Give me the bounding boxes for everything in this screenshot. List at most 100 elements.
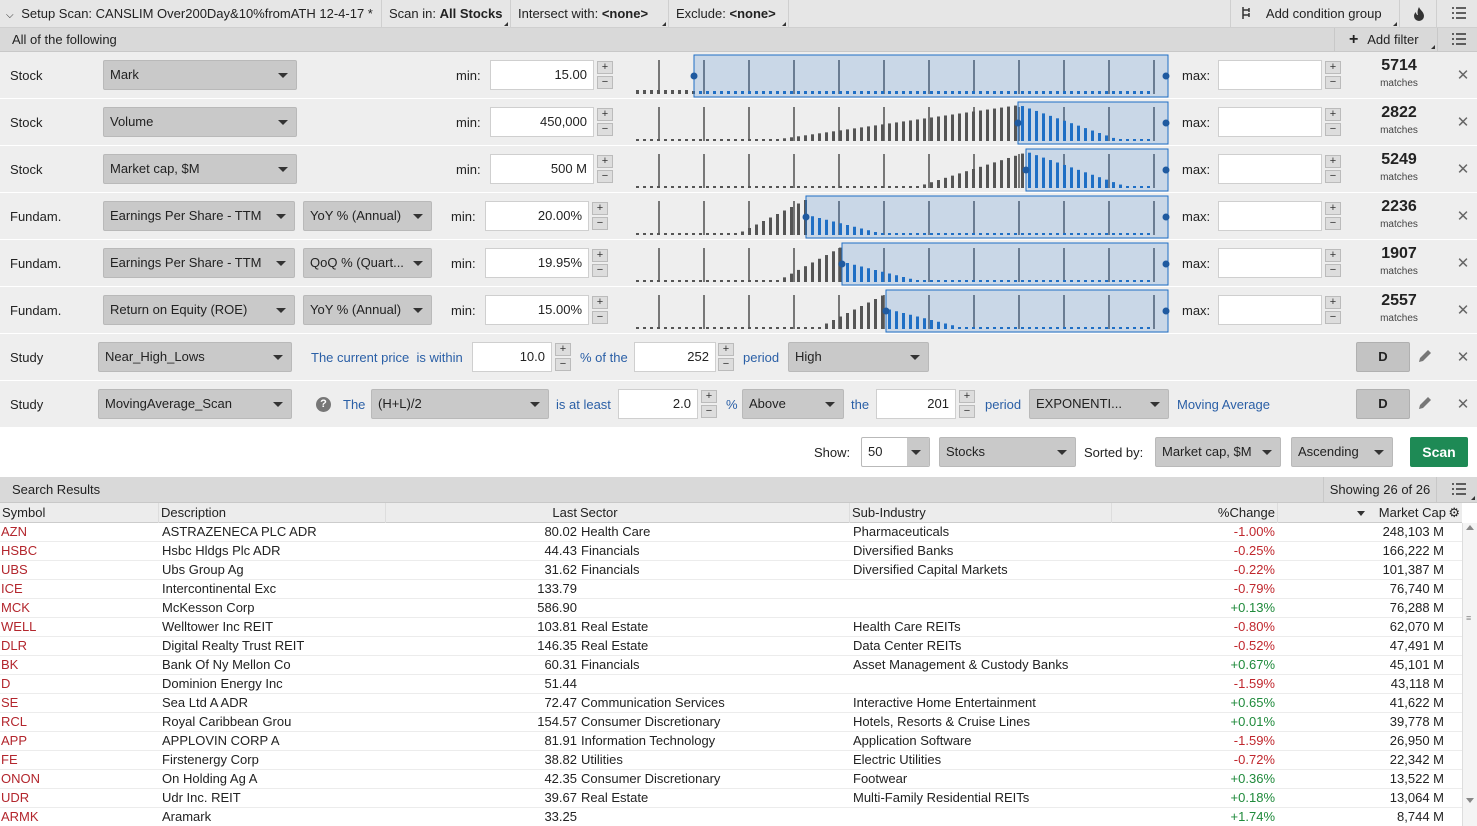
- ma-type-dropdown[interactable]: EXPONENTI...: [1029, 389, 1169, 419]
- max-stepper[interactable]: + −: [1325, 61, 1343, 91]
- close-icon[interactable]: ✕: [1456, 67, 1470, 84]
- direction-dropdown[interactable]: Above: [742, 389, 844, 419]
- range-histogram[interactable]: [628, 101, 1170, 145]
- min-stepper[interactable]: + −: [592, 296, 610, 326]
- period-stepper[interactable]: + −: [718, 343, 736, 373]
- table-row[interactable]: RCL Royal Caribbean Grou 154.57 Consumer Di…: [0, 713, 1462, 732]
- filter-field-dropdown[interactable]: Earnings Per Share - TTM: [103, 248, 295, 278]
- cell-symbol[interactable]: SE: [1, 695, 19, 710]
- minus-icon[interactable]: −: [597, 170, 613, 183]
- cell-symbol[interactable]: D: [1, 676, 11, 691]
- min-stepper[interactable]: + −: [597, 108, 615, 138]
- close-icon[interactable]: ✕: [1456, 396, 1470, 413]
- close-icon[interactable]: ✕: [1456, 161, 1470, 178]
- column-header-sector[interactable]: Sector: [578, 503, 850, 523]
- cell-symbol[interactable]: ICE: [1, 581, 23, 596]
- min-input[interactable]: 15.00: [490, 60, 594, 90]
- sort-order-dropdown[interactable]: Ascending: [1291, 437, 1393, 467]
- table-row[interactable]: ARMK Aramark 33.25 +1.74% 8,744 M: [0, 808, 1462, 826]
- minus-icon[interactable]: −: [1325, 217, 1341, 230]
- column-header-subindustry[interactable]: Sub-Industry: [850, 503, 1112, 523]
- close-icon[interactable]: ✕: [1456, 349, 1470, 366]
- study-field-dropdown[interactable]: Near_High_Lows: [98, 342, 292, 372]
- table-row[interactable]: UDR Udr Inc. REIT 39.67 Real Estate Multi-Fa…: [0, 789, 1462, 808]
- min-stepper[interactable]: + −: [592, 202, 610, 232]
- filter-modifier-dropdown[interactable]: QoQ % (Quart...: [303, 248, 432, 278]
- minus-icon[interactable]: −: [701, 405, 717, 418]
- vertical-scrollbar[interactable]: ≡: [1462, 523, 1477, 826]
- plus-icon[interactable]: +: [592, 296, 608, 309]
- toolbar-menu-button[interactable]: [1440, 0, 1477, 28]
- minus-icon[interactable]: −: [1325, 76, 1341, 89]
- minus-icon[interactable]: −: [1325, 123, 1341, 136]
- scroll-grip-icon[interactable]: ≡: [1466, 613, 1472, 623]
- show-count-dropdown[interactable]: 50: [861, 437, 930, 467]
- column-header-symbol[interactable]: Symbol: [0, 503, 159, 523]
- column-header-change[interactable]: %Change: [1112, 503, 1278, 523]
- intersect-selector[interactable]: Intersect with: <none>: [512, 0, 669, 28]
- minus-icon[interactable]: −: [597, 123, 613, 136]
- plus-icon[interactable]: +: [1325, 61, 1341, 74]
- study-field-dropdown[interactable]: MovingAverage_Scan: [98, 389, 292, 419]
- filter-field-dropdown[interactable]: Market cap, $M: [103, 154, 297, 184]
- range-histogram[interactable]: [628, 148, 1170, 192]
- range-histogram[interactable]: [628, 289, 1170, 333]
- scan-button[interactable]: Scan: [1410, 437, 1468, 467]
- table-row[interactable]: ICE Intercontinental Exc 133.79 -0.79% 76,74…: [0, 580, 1462, 599]
- pencil-icon[interactable]: [1417, 396, 1432, 411]
- percent-input[interactable]: 2.0: [618, 389, 698, 419]
- period-input[interactable]: 252: [634, 342, 716, 372]
- table-row[interactable]: D Dominion Energy Inc 51.44 -1.59% 43,118 M: [0, 675, 1462, 694]
- table-row[interactable]: HSBC Hsbc Hldgs Plc ADR 44.43 Financials Div…: [0, 542, 1462, 561]
- table-row[interactable]: ONON On Holding Ag A 42.35 Consumer Discret…: [0, 770, 1462, 789]
- cell-symbol[interactable]: APP: [1, 733, 28, 748]
- minus-icon[interactable]: −: [1325, 264, 1341, 277]
- cell-symbol[interactable]: BK: [1, 657, 19, 672]
- plus-icon[interactable]: +: [1325, 155, 1341, 168]
- table-row[interactable]: SE Sea Ltd A ADR 72.47 Communication Servic…: [0, 694, 1462, 713]
- cell-symbol[interactable]: HSBC: [1, 543, 38, 558]
- plus-icon[interactable]: +: [1325, 296, 1341, 309]
- cell-symbol[interactable]: WELL: [1, 619, 37, 634]
- results-menu-button[interactable]: [1440, 477, 1477, 502]
- cell-symbol[interactable]: UDR: [1, 790, 30, 805]
- cell-symbol[interactable]: AZN: [1, 524, 27, 539]
- pencil-icon[interactable]: [1417, 349, 1432, 364]
- filter-field-dropdown[interactable]: Volume: [103, 107, 297, 137]
- filter-field-dropdown[interactable]: Mark: [103, 60, 297, 90]
- help-icon[interactable]: ?: [316, 397, 331, 412]
- max-input[interactable]: [1218, 248, 1322, 278]
- max-input[interactable]: [1218, 107, 1322, 137]
- plus-icon[interactable]: +: [597, 61, 613, 74]
- max-stepper[interactable]: + −: [1325, 202, 1343, 232]
- min-input[interactable]: 15.00%: [485, 295, 589, 325]
- plus-icon[interactable]: +: [592, 202, 608, 215]
- scan-in-selector[interactable]: Scan in: All Stocks: [383, 0, 511, 28]
- hot-button[interactable]: [1401, 0, 1437, 28]
- minus-icon[interactable]: −: [597, 76, 613, 89]
- cell-symbol[interactable]: ONON: [1, 771, 40, 786]
- filter-field-dropdown[interactable]: Return on Equity (ROE): [103, 295, 295, 325]
- filter-modifier-dropdown[interactable]: YoY % (Annual): [303, 201, 432, 231]
- max-stepper[interactable]: + −: [1325, 249, 1343, 279]
- exclude-selector[interactable]: Exclude: <none>: [670, 0, 789, 28]
- cell-symbol[interactable]: FE: [1, 752, 18, 767]
- minus-icon[interactable]: −: [592, 311, 608, 324]
- minus-icon[interactable]: −: [1325, 311, 1341, 324]
- min-input[interactable]: 450,000: [490, 107, 594, 137]
- within-stepper[interactable]: + −: [555, 343, 573, 373]
- within-input[interactable]: 10.0: [472, 342, 552, 372]
- max-stepper[interactable]: + −: [1325, 296, 1343, 326]
- min-input[interactable]: 20.00%: [485, 201, 589, 231]
- column-header-last[interactable]: Last: [552, 505, 577, 520]
- aggregation-button[interactable]: D: [1356, 389, 1410, 419]
- plus-icon[interactable]: +: [592, 249, 608, 262]
- high-low-dropdown[interactable]: High: [788, 342, 929, 372]
- max-input[interactable]: [1218, 60, 1322, 90]
- plus-icon[interactable]: +: [1325, 108, 1341, 121]
- close-icon[interactable]: ✕: [1456, 114, 1470, 131]
- max-stepper[interactable]: + −: [1325, 155, 1343, 185]
- plus-icon[interactable]: +: [701, 390, 717, 403]
- range-histogram[interactable]: [628, 242, 1170, 286]
- max-input[interactable]: [1218, 295, 1322, 325]
